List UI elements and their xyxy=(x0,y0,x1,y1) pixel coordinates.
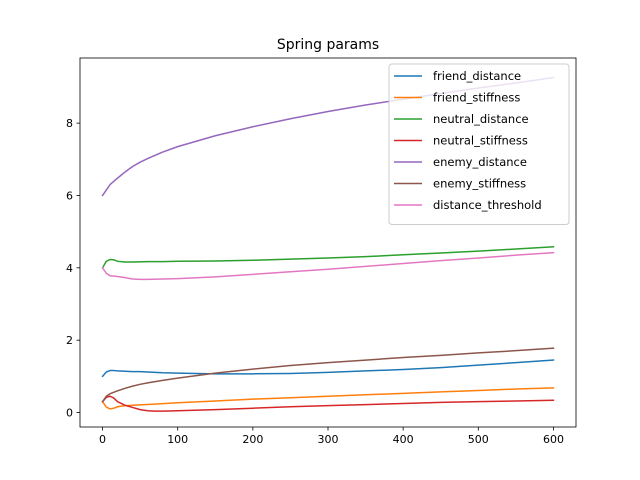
legend-label-friend-distance: friend_distance xyxy=(433,69,521,83)
x-tick-label: 300 xyxy=(318,433,339,446)
legend-label-distance-threshold: distance_threshold xyxy=(433,198,542,212)
x-tick-label: 600 xyxy=(543,433,564,446)
legend-box xyxy=(388,63,570,225)
x-tick-label: 200 xyxy=(242,433,263,446)
x-tick-label: 400 xyxy=(393,433,414,446)
chart-title: Spring params xyxy=(277,37,379,53)
series-line-enemy-stiffness xyxy=(101,347,555,403)
legend-label-friend-stiffness: friend_stiffness xyxy=(433,91,520,105)
x-tick-label: 500 xyxy=(468,433,489,446)
y-tick-label: 4 xyxy=(66,262,73,275)
series-line-neutral-distance xyxy=(101,246,555,269)
legend: friend_distance friend_stiffness neutral_d… xyxy=(388,63,570,225)
series-line-friend-distance xyxy=(101,359,555,378)
series-line-neutral-stiffness xyxy=(101,395,555,412)
y-tick-label: 8 xyxy=(66,117,73,130)
x-tick-label: 100 xyxy=(167,433,188,446)
legend-label-neutral-stiffness: neutral_stiffness xyxy=(433,134,528,148)
plot-lines xyxy=(101,76,555,412)
x-tick-label: 0 xyxy=(99,433,106,446)
y-tick-label: 2 xyxy=(66,334,73,347)
legend-label-neutral-distance: neutral_distance xyxy=(433,112,529,126)
axes: 0 100 200 300 400 500 600 0 2 4 6 8 xyxy=(66,57,577,446)
series-line-friend-stiffness xyxy=(101,387,555,410)
y-tick-label: 6 xyxy=(66,189,73,202)
legend-label-enemy-stiffness: enemy_stiffness xyxy=(433,177,526,191)
series-line-distance-threshold xyxy=(101,251,555,281)
y-tick-label: 0 xyxy=(66,407,73,420)
legend-label-enemy-distance: enemy_distance xyxy=(433,155,527,169)
